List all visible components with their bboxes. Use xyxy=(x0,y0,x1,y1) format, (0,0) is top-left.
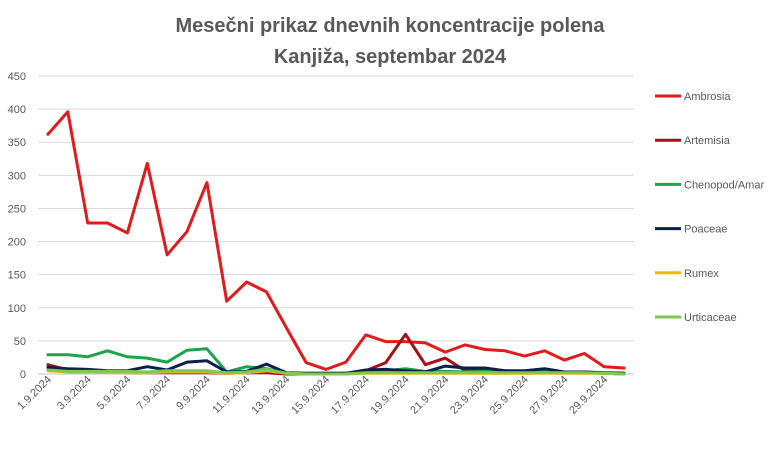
x-tick-label: 7.9.2024 xyxy=(134,374,173,413)
legend-label: Rumex xyxy=(684,268,719,280)
y-tick-label: 300 xyxy=(8,170,26,182)
x-tick-label: 15.9.2024 xyxy=(289,374,332,417)
y-tick-label: 250 xyxy=(8,203,26,215)
x-tick-label: 29.9.2024 xyxy=(567,374,610,417)
y-tick-label: 350 xyxy=(8,137,26,149)
x-tick-label: 23.9.2024 xyxy=(448,374,491,417)
y-tick-label: 200 xyxy=(8,237,26,249)
x-tick-label: 5.9.2024 xyxy=(95,374,134,413)
y-tick-label: 400 xyxy=(8,104,26,116)
y-tick-label: 100 xyxy=(8,303,26,315)
chart-subtitle: Kanjiža, septembar 2024 xyxy=(274,46,507,68)
x-tick-label: 27.9.2024 xyxy=(527,374,570,417)
chart-title: Mesečni prikaz dnevnih koncentracije pol… xyxy=(175,15,605,37)
legend-label: Artemisia xyxy=(684,135,731,147)
x-tick-label: 3.9.2024 xyxy=(55,374,94,413)
x-tick-label: 19.9.2024 xyxy=(369,374,412,417)
y-tick-label: 50 xyxy=(14,336,26,348)
x-axis: 1.9.2024 3.9.2024 5.9.2024 7.9.2024 9.9.2024… xyxy=(15,374,610,417)
x-tick-label: 25.9.2024 xyxy=(488,374,531,417)
series-line-urticaceae xyxy=(46,367,626,376)
legend-label: Ambrosia xyxy=(684,91,731,103)
legend-label: Chenopod/Amar xyxy=(684,179,764,191)
y-tick-label: 0 xyxy=(20,369,26,381)
x-tick-label: 21.9.2024 xyxy=(408,374,451,417)
y-axis: 0 50 100 150 200 250 300 350 400 450 xyxy=(8,71,26,381)
legend: Ambrosia Artemisia Chenopod/Amar Poaceae Rum… xyxy=(655,91,764,324)
x-tick-label: 11.9.2024 xyxy=(210,374,253,417)
x-tick-label: 13.9.2024 xyxy=(249,374,292,417)
y-tick-label: 450 xyxy=(8,71,26,83)
series-line-ambrosia xyxy=(46,110,626,371)
x-tick-label: 17.9.2024 xyxy=(329,374,372,417)
legend-label: Poaceae xyxy=(684,224,727,236)
gridlines xyxy=(38,75,634,375)
y-tick-label: 150 xyxy=(8,270,26,282)
x-tick-label: 9.9.2024 xyxy=(174,374,213,413)
series-lines xyxy=(46,110,626,376)
legend-label: Urticaceae xyxy=(684,312,737,324)
